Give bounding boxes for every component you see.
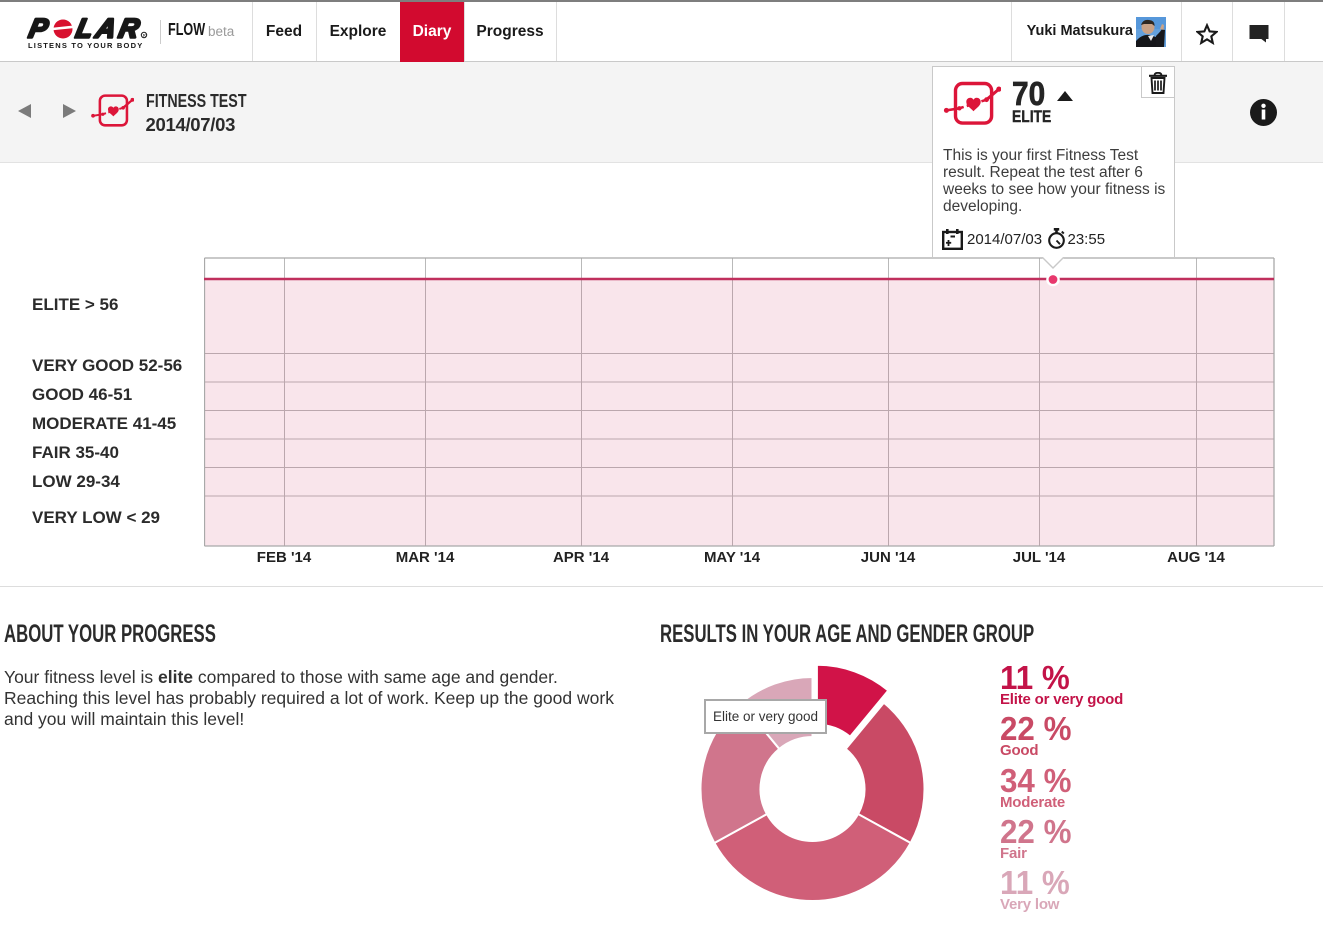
svg-text:R: R: [143, 33, 147, 38]
svg-text:LAR: LAR: [73, 13, 145, 44]
svg-text:P: P: [26, 13, 51, 44]
